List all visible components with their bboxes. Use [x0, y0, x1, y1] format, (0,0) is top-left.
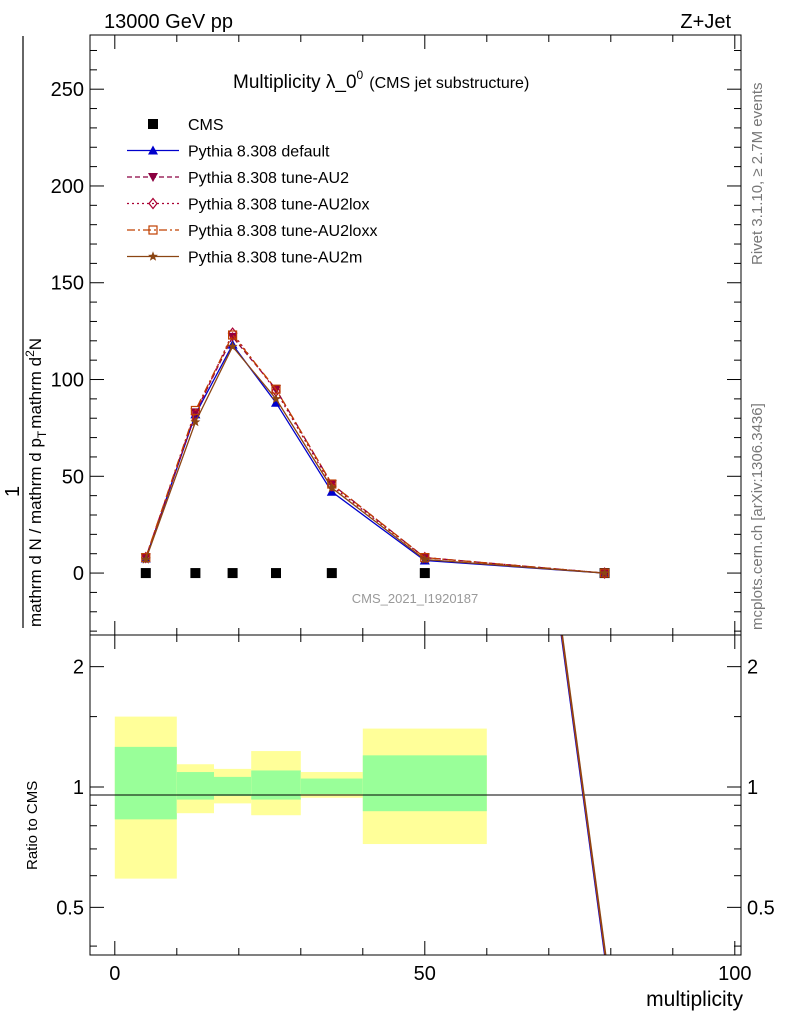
series-line: [145, 345, 605, 574]
data-point-square: [148, 119, 158, 129]
main-axis-ticks: 0 50 100 150 200 250: [51, 35, 741, 635]
data-point-star: [190, 416, 201, 427]
data-point-star: [271, 393, 281, 404]
mcplots-label: mcplots.cern.ch [arXiv:1306.3436]: [749, 403, 766, 630]
series-0: [140, 568, 610, 579]
ytick-label: 100: [51, 370, 84, 392]
ratio-frame: [89, 634, 742, 956]
ratio-band-inner: [362, 755, 487, 812]
ylabel-den1: mathrm d N / mathrm d p: [26, 438, 45, 627]
legend-entry: Pythia 8.308 tune-AU2: [188, 170, 349, 187]
ylabel-denominator: mathrm d N / mathrm d pTmathrm d2N: [23, 338, 49, 627]
series-3: [141, 327, 610, 580]
data-point-star: [419, 554, 430, 564]
ratio-ylabel: Ratio to CMS: [24, 781, 41, 870]
main-ylabel: 1 mathrm d N / mathrm d pTmathrm d2N: [2, 36, 49, 628]
series-1: [140, 339, 610, 578]
ratio-lines: [560, 634, 607, 956]
legend: CMS Pythia 8.308 default Pythia 8.308 tune…: [127, 117, 377, 267]
series-line: [145, 331, 605, 574]
ytick-label: 50: [62, 466, 84, 488]
watermark: CMS_2021_I1920187: [352, 591, 479, 606]
ylabel-num2: mathrm d: [26, 357, 45, 429]
data-point-open-square: [228, 330, 238, 340]
ratio-bands: [114, 716, 487, 879]
ratio-axis-ticks: 0.5 0.5 1 1 2 2 0 50 100: [56, 635, 775, 985]
ratio-band-inner: [214, 776, 252, 796]
rivet-label: Rivet 3.1.10, ≥ 2.7M events: [749, 83, 766, 266]
data-point-open-square: [271, 384, 281, 394]
data-point-diamond: [141, 551, 151, 564]
ylabel-numerator: 1: [2, 486, 24, 497]
ratio-plot: 0.5 0.5 1 1 2 2 0 50 100 Ratio to CMS multiplici…: [24, 634, 775, 1011]
series-line: [145, 333, 605, 574]
data-point-star: [140, 554, 151, 564]
ratio-ytick-label: 2: [73, 657, 84, 679]
xtick-label: 0: [109, 963, 120, 985]
ratio-line: [561, 634, 607, 956]
ratio-ytick-label: 1: [73, 777, 84, 799]
header-right: Z+Jet: [680, 11, 731, 33]
xtick-label: 50: [414, 963, 436, 985]
ytick-label: 200: [51, 176, 84, 198]
xlabel: multiplicity: [646, 988, 743, 1011]
ytick-label: 250: [51, 79, 84, 101]
data-point-triangle: [148, 145, 158, 155]
series-2: [140, 332, 610, 579]
data-point-square: [271, 568, 281, 579]
data-point-triangle-down: [190, 408, 201, 418]
data-point-open-square: [190, 405, 200, 416]
data-point-triangle-down: [148, 173, 158, 182]
data-point-star: [599, 567, 610, 578]
main-series: [140, 327, 610, 580]
plot-title-main: Multiplicity λ_0: [233, 72, 357, 93]
legend-entry: Pythia 8.308 tune-AU2lox: [188, 197, 369, 214]
series-5: [140, 341, 610, 578]
ytick-label: 150: [51, 273, 84, 295]
data-point-star: [227, 341, 238, 351]
data-point-square: [227, 568, 238, 579]
ratio-ytick-label: 0.5: [56, 897, 84, 919]
data-point-open-square: [148, 225, 158, 235]
ylabel-den1-sub: T: [35, 430, 49, 438]
xtick-label: 100: [718, 963, 751, 985]
series-4: [141, 330, 610, 578]
data-point-square: [326, 568, 337, 579]
data-point-square: [419, 568, 430, 579]
data-point-square: [190, 568, 201, 579]
data-point-star: [326, 482, 337, 493]
data-point-diamond: [148, 197, 158, 210]
header-left: 13000 GeV pp: [104, 11, 233, 33]
ratio-ytick-label-right: 2: [747, 657, 758, 679]
ratio-ytick-label-right: 1: [747, 777, 758, 799]
plot-title-sup: 0: [357, 68, 364, 82]
data-point-square: [140, 568, 151, 579]
ratio-band-inner: [300, 778, 363, 795]
ratio-band-inner: [114, 746, 177, 820]
data-point-triangle: [271, 397, 281, 407]
ratio-ytick-label-right: 0.5: [747, 897, 775, 919]
legend-entry: Pythia 8.308 default: [188, 144, 330, 161]
plot-title: Multiplicity λ_00 (CMS jet substructure): [233, 68, 529, 93]
ylabel-n: N: [26, 338, 45, 350]
series-line: [145, 343, 605, 574]
ytick-label: 0: [73, 563, 84, 585]
legend-entry: CMS: [188, 117, 224, 134]
data-point-star: [148, 251, 158, 261]
plot-title-sub: (CMS jet substructure): [369, 75, 529, 92]
legend-entry: Pythia 8.308 tune-AU2loxx: [188, 223, 377, 240]
legend-entry: Pythia 8.308 tune-AU2m: [188, 250, 362, 267]
ylabel-sup: 2: [23, 350, 37, 357]
